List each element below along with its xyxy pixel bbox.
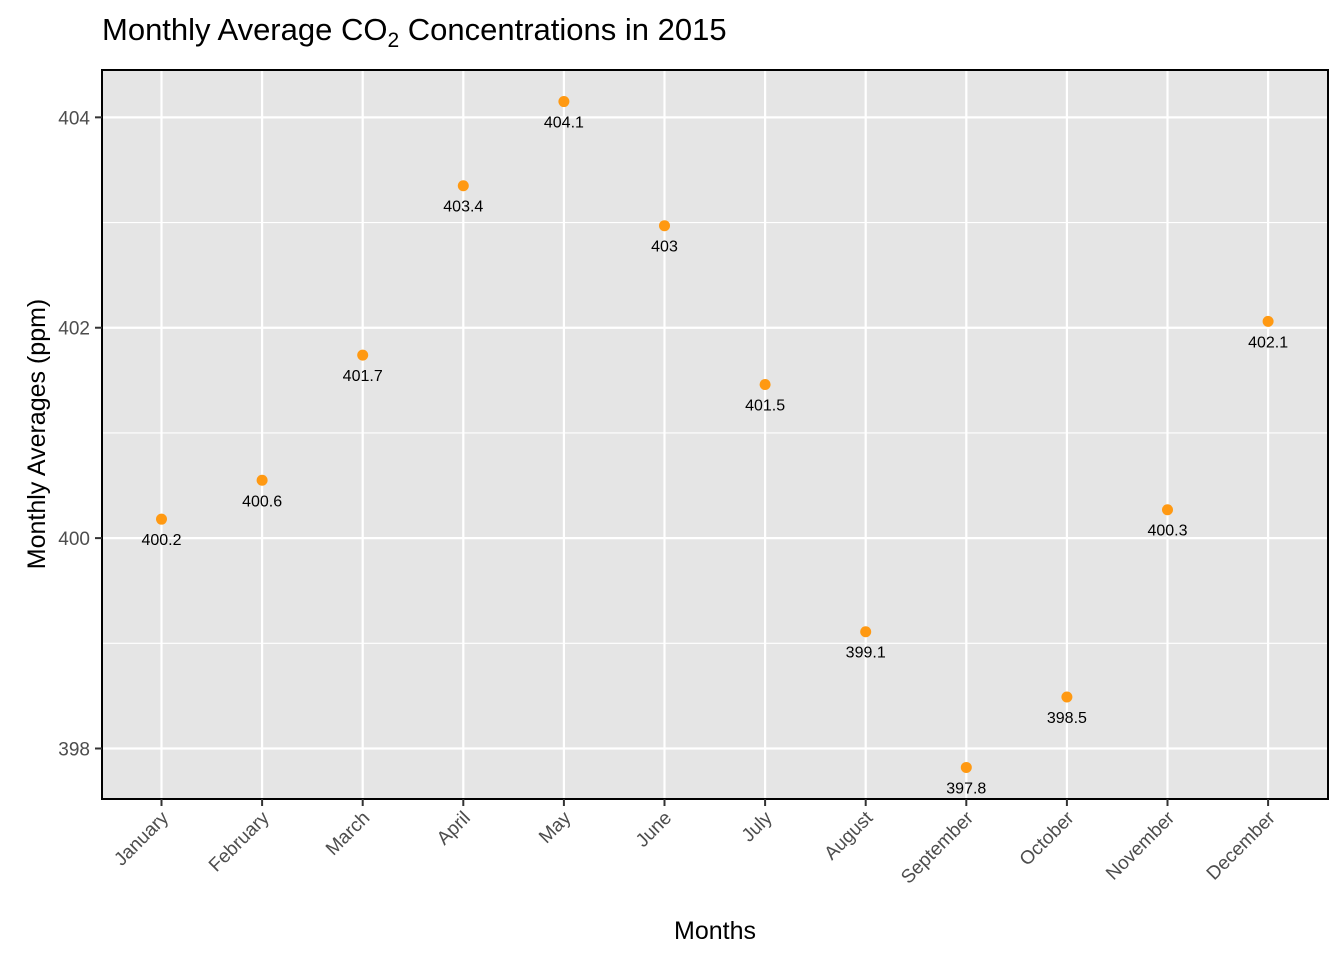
plot-panel xyxy=(102,70,1328,799)
data-label: 404.1 xyxy=(544,115,584,132)
data-point xyxy=(156,513,167,525)
x-tick-label: November xyxy=(1102,807,1179,884)
y-tick-label: 400 xyxy=(58,529,90,550)
chart-title-subscript: 2 xyxy=(387,29,399,52)
data-point xyxy=(1162,504,1173,516)
y-tick-label: 398 xyxy=(58,740,90,761)
y-axis-title: Monthly Averages (ppm) xyxy=(23,299,51,570)
x-tick-label: December xyxy=(1203,807,1280,884)
data-point xyxy=(659,220,670,232)
data-label: 400.3 xyxy=(1147,523,1187,540)
data-point xyxy=(357,349,369,361)
data-points xyxy=(156,96,1274,773)
y-tick-label: 404 xyxy=(58,108,90,129)
x-axis: January February March April May June July Augu… xyxy=(110,799,1280,888)
chart-title-suffix: Concentrations in 2015 xyxy=(399,12,726,47)
data-point xyxy=(457,180,469,192)
x-tick-label: January xyxy=(110,807,173,870)
data-label: 398.5 xyxy=(1047,710,1087,727)
data-label: 403.4 xyxy=(443,199,483,216)
y-axis: 398 400 402 404 xyxy=(58,108,102,761)
x-tick-label: July xyxy=(738,807,777,846)
x-tick-label: June xyxy=(632,808,676,852)
data-point xyxy=(1262,315,1274,327)
data-point xyxy=(759,379,771,391)
data-point xyxy=(558,96,570,108)
x-tick-label: October xyxy=(1016,807,1079,870)
data-label: 402.1 xyxy=(1248,334,1288,351)
x-tick-label: February xyxy=(205,807,274,876)
panel-border xyxy=(101,69,1329,800)
x-tick-label: September xyxy=(897,807,978,888)
data-point xyxy=(256,474,268,486)
x-tick-label: March xyxy=(322,808,374,860)
data-point xyxy=(1061,691,1073,703)
data-point xyxy=(860,626,872,638)
y-tick-label: 402 xyxy=(58,319,90,340)
data-label: 399.1 xyxy=(846,645,886,662)
data-point xyxy=(960,761,972,773)
minor-gridlines xyxy=(102,221,1328,644)
major-gridlines xyxy=(102,70,1328,799)
x-axis-title: Months xyxy=(674,917,756,945)
data-label: 400.2 xyxy=(141,532,181,549)
x-tick-label: April xyxy=(433,808,475,850)
data-label: 397.8 xyxy=(946,780,986,797)
data-labels: 400.2 400.6 401.7 403.4 404.1 403 401.5 399.1 39… xyxy=(141,115,1288,798)
x-tick-label: August xyxy=(821,807,878,864)
chart-title: Monthly Average CO2 Concentrations in 20… xyxy=(102,12,727,52)
chart-title-main: Monthly Average CO xyxy=(102,12,387,47)
data-label: 401.5 xyxy=(745,398,785,415)
data-label: 401.7 xyxy=(343,368,383,385)
data-label: 403 xyxy=(651,239,678,256)
data-label: 400.6 xyxy=(242,493,282,510)
x-tick-label: May xyxy=(535,807,576,848)
